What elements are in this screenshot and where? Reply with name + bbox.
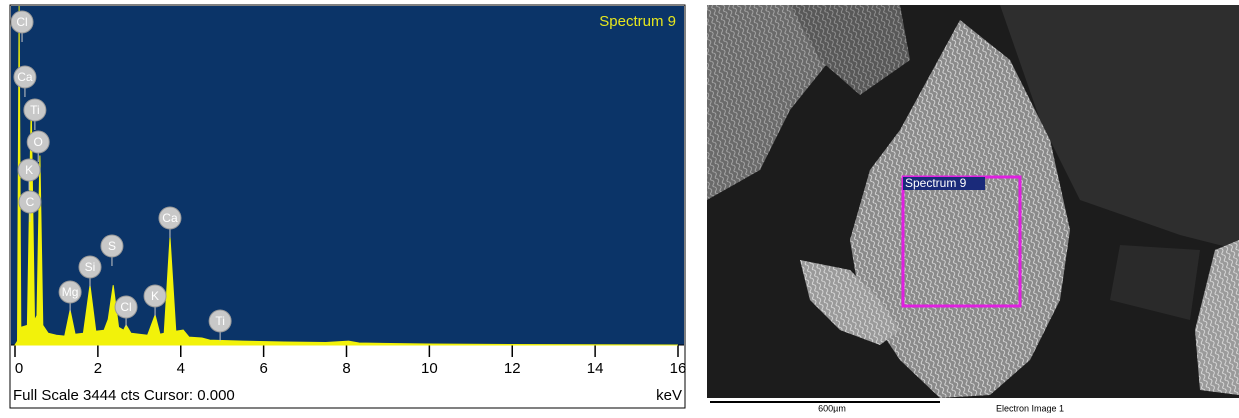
x-axis-label: keV	[656, 387, 682, 404]
footer-text: Full Scale 3444 cts Cursor: 0.000	[13, 387, 235, 404]
scale-bar-label: 600µm	[818, 403, 846, 413]
peak-label: K	[151, 289, 159, 303]
x-tick-label: 0	[15, 360, 23, 377]
x-tick-label: 14	[587, 360, 604, 377]
image-caption: Electron Image 1	[996, 403, 1064, 413]
peak-label: Ca	[162, 211, 178, 225]
x-tick-label: 4	[177, 360, 185, 377]
x-tick-label: 16	[670, 360, 687, 377]
x-tick-label: 6	[259, 360, 267, 377]
peak-label: K	[25, 163, 33, 177]
peak-label: Ca	[17, 70, 33, 84]
x-tick-label: 2	[94, 360, 102, 377]
x-tick-label: 10	[421, 360, 438, 377]
peak-label: Ti	[215, 314, 225, 328]
peak-label: Ti	[30, 103, 40, 117]
spectrum-title: Spectrum 9	[599, 13, 676, 30]
region-label: Spectrum 9	[905, 176, 967, 190]
x-tick-label: 8	[342, 360, 350, 377]
peak-label: Si	[85, 260, 96, 274]
peak-label: Mg	[62, 285, 79, 299]
peak-label: S	[108, 239, 116, 253]
peak-label: O	[34, 135, 43, 149]
peak-label: Cl	[120, 300, 131, 314]
figure: Spectrum 9 Full Scale 3444 cts Cursor: 0…	[0, 0, 1239, 413]
electron-image	[707, 5, 1239, 402]
peak-label: Cl	[16, 15, 27, 29]
peak-label: C	[26, 195, 35, 209]
x-tick-label: 12	[504, 360, 521, 377]
